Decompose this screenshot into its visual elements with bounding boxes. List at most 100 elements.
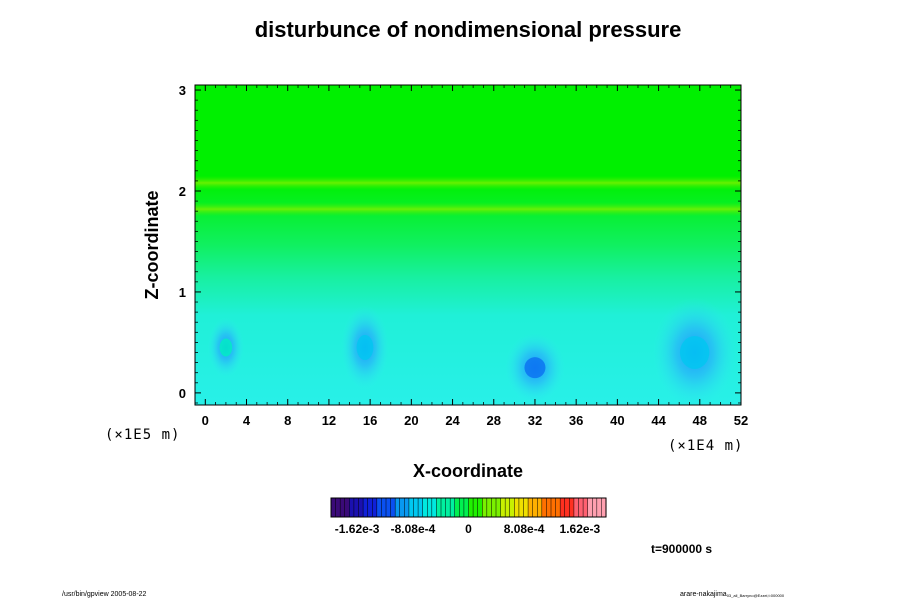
colorbar-cell [363,498,369,517]
colorbar-cell [578,498,584,517]
colorbar-cell [482,498,488,517]
colorbar-cell [436,498,442,517]
colorbar-cell [523,498,529,517]
colorbar-cell [509,498,515,517]
colorbar-cell [477,498,483,517]
y-axis-title: Z-coordinate [142,190,162,299]
footer-right-main: arare-nakajima [680,591,727,598]
colorbar-frame [330,497,607,518]
y-tick-label: 1 [179,285,186,300]
y-axis: 0 1 2 3 [179,83,741,404]
feature-core-0 [524,357,546,379]
x-tick-label: 4 [243,413,251,428]
colorbar-cell [537,498,543,517]
colorbar-cell [486,498,493,517]
feature-core-3 [219,338,233,357]
colorbar-cell [541,498,548,517]
colorbar-cell [358,498,364,517]
x-tick-label: 44 [651,413,666,428]
colorbar-cell [340,498,346,517]
colorbar-cell [450,498,456,517]
colorbar-cell [473,498,479,517]
x-tick-label: 24 [445,413,460,428]
colorbar-cell [413,498,419,517]
colorbar-cell [459,498,465,517]
plot-frame [194,84,742,406]
colorbar-cell [583,498,589,517]
heatmap-field [195,85,741,405]
colorbar-cell [500,498,506,517]
colorbar-cell [518,498,525,517]
colorbar-cell [592,498,598,517]
footer-left: /usr/bin/gpview 2005-08-22 [62,591,147,598]
y-tick-label: 2 [179,184,186,199]
colorbar-cell [505,498,511,517]
colorbar-cell [514,498,520,517]
x-tick-label: 28 [487,413,501,428]
x-axis-title: X-coordinate [413,461,523,481]
colorbar-cell [601,498,607,517]
feature-core-1 [356,334,374,361]
colorbar-tick-label: -8.08e-4 [391,522,436,536]
x-tick-label: 16 [363,413,377,428]
colorbar-cell [344,498,350,517]
colorbar-tick-label: 8.08e-4 [504,522,545,536]
x-tick-label: 40 [610,413,624,428]
colorbar-cell [546,498,552,517]
colorbar-cell [564,498,570,517]
time-label: t=900000 s [651,542,712,556]
feature-5 [195,175,741,190]
footer-right: arare-nakajima03_all_Barryno@Ezzei,t:000… [680,591,785,598]
colorbar-tick-label: 0 [465,522,472,536]
colorbar-cell [427,498,433,517]
x-axis: 0 4 8 12 16 20 24 28 32 36 40 44 48 52 [194,85,748,428]
colorbar-cell [390,498,396,517]
colorbar-tick-label: 1.62e-3 [560,522,601,536]
colorbar-cell [587,498,593,517]
colorbar-cell [555,498,561,517]
x-tick-label: 32 [528,413,542,428]
colorbar-cell [408,498,415,517]
colorbar-cell [551,498,557,517]
colorbar-cell [404,498,410,517]
colorbar-tick-label: -1.62e-3 [335,522,380,536]
colorbar-cell [532,498,538,517]
colorbar-cell [528,498,534,517]
colorbar-cell [454,498,460,517]
footer-right-sub: 03_all_Barryno@Ezzei,t:000000 [727,593,785,598]
colorbar-cell [463,498,470,517]
x-tick-label: 48 [693,413,707,428]
y-scale-label: (×1E5 m) [105,427,180,443]
colorbar-cell [560,498,566,517]
x-tick-label: 8 [284,413,291,428]
colorbar: -1.62e-3 -8.08e-4 0 8.08e-4 1.62e-3 [330,497,607,536]
colorbar-cell [569,498,575,517]
feature-4 [195,202,741,217]
heatmap-background [195,85,741,405]
colorbar-cell [367,498,373,517]
colorbar-cell [445,498,451,517]
colorbar-cell [372,498,378,517]
colorbar-cell [491,498,497,517]
x-tick-label: 36 [569,413,583,428]
feature-core-2 [679,336,710,370]
colorbar-cell [376,498,383,517]
colorbar-cell [468,498,474,517]
x-tick-label: 12 [322,413,336,428]
chart-title: disturbunce of nondimensional pressure [255,17,682,42]
colorbar-cell [441,498,447,517]
colorbar-cell [395,498,401,517]
colorbar-cell [496,498,502,517]
colorbar-cell [596,498,603,517]
colorbar-cell [399,498,405,517]
x-tick-label: 0 [202,413,209,428]
colorbar-cell [335,498,341,517]
colorbar-cell [573,498,580,517]
colorbar-cell [349,498,355,517]
colorbar-cell [418,498,424,517]
colorbar-cell [331,498,337,517]
y-tick-label: 0 [179,386,186,401]
colorbar-cell [386,498,392,517]
y-tick-label: 3 [179,83,186,98]
